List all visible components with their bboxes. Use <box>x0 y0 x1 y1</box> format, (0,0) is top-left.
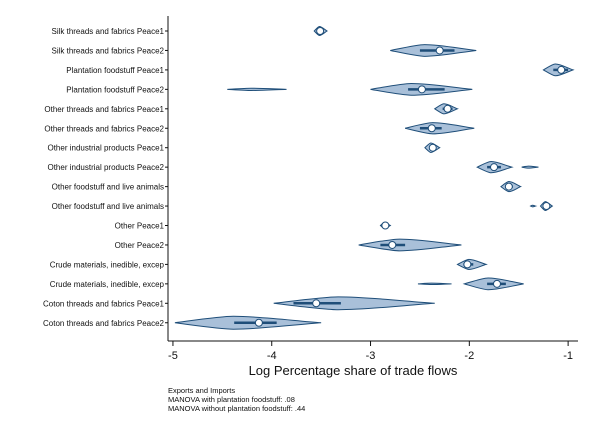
chart-notes: Exports and Imports MANOVA with plantati… <box>168 386 305 413</box>
violin-body <box>358 238 462 252</box>
violin-median <box>427 124 436 133</box>
violin-median <box>443 104 452 113</box>
x-axis-ticks: -5 -4 -3 -2 -1 <box>168 341 573 362</box>
violin-median <box>417 85 426 94</box>
violins <box>174 26 575 330</box>
category-label: Plantation foodstuff Peace2 <box>66 85 164 94</box>
violin-median <box>557 65 566 74</box>
violin <box>476 161 539 174</box>
violin-body <box>521 165 539 169</box>
note-line-1: Exports and Imports <box>168 386 235 395</box>
violin <box>390 44 477 57</box>
violin-median <box>435 46 444 55</box>
violin <box>424 142 441 153</box>
category-label: Other foodstuff and live animals <box>52 183 164 192</box>
category-label: Crude materials, inedible, excep <box>50 280 165 289</box>
category-label: Silk threads and fabrics Peace1 <box>51 27 164 36</box>
category-labels: Silk threads and fabrics Peace1 Silk thre… <box>43 27 168 328</box>
violin <box>500 181 522 193</box>
violin-body <box>417 282 452 286</box>
violin <box>433 103 459 115</box>
x-tick-label: -1 <box>563 350 573 362</box>
violin-median <box>492 279 501 288</box>
violin-median <box>312 299 321 308</box>
note-line-3: MANOVA without plantation foodstuff: .44 <box>168 404 305 413</box>
category-label: Plantation foodstuff Peace1 <box>66 66 164 75</box>
x-tick-label: -2 <box>464 350 474 362</box>
violin-median <box>504 182 513 191</box>
category-label: Other Peace1 <box>115 222 165 231</box>
violin-median <box>381 221 390 230</box>
category-label: Other foodstuff and live animals <box>52 202 164 211</box>
violin <box>404 122 475 135</box>
violin <box>456 258 488 270</box>
violin <box>174 315 322 330</box>
note-line-2: MANOVA with plantation foodstuff: .08 <box>168 395 295 404</box>
x-tick-label: -3 <box>366 350 376 362</box>
violin <box>417 277 524 291</box>
violin-body <box>529 204 538 208</box>
category-label: Other Peace2 <box>115 241 165 250</box>
category-label: Other threads and fabrics Peace1 <box>44 105 164 114</box>
violin-median <box>428 143 437 152</box>
violin <box>227 82 473 96</box>
violin <box>273 296 435 311</box>
category-label: Coton threads and fabrics Peace1 <box>43 299 165 308</box>
violin-median <box>542 202 551 211</box>
violin-body <box>227 87 287 91</box>
x-tick-label: -4 <box>267 350 277 362</box>
violin <box>529 201 554 212</box>
x-axis-title: Log Percentage share of trade flows <box>249 363 458 378</box>
category-label: Crude materials, inedible, excep <box>50 260 165 269</box>
category-label: Silk threads and fabrics Peace2 <box>51 46 164 55</box>
violin <box>379 221 392 230</box>
category-label: Other industrial products Peace1 <box>47 144 164 153</box>
violin <box>358 238 462 252</box>
violin <box>542 63 575 77</box>
violin-median <box>388 240 397 249</box>
category-label: Coton threads and fabrics Peace2 <box>43 319 165 328</box>
violin <box>313 26 329 36</box>
category-label: Other industrial products Peace2 <box>47 163 164 172</box>
violin-median <box>490 163 499 172</box>
violin-median <box>254 318 263 327</box>
category-label: Other threads and fabrics Peace2 <box>44 124 164 133</box>
violin-median <box>463 260 472 269</box>
violin-median <box>316 27 325 35</box>
x-tick-label: -5 <box>168 350 178 362</box>
